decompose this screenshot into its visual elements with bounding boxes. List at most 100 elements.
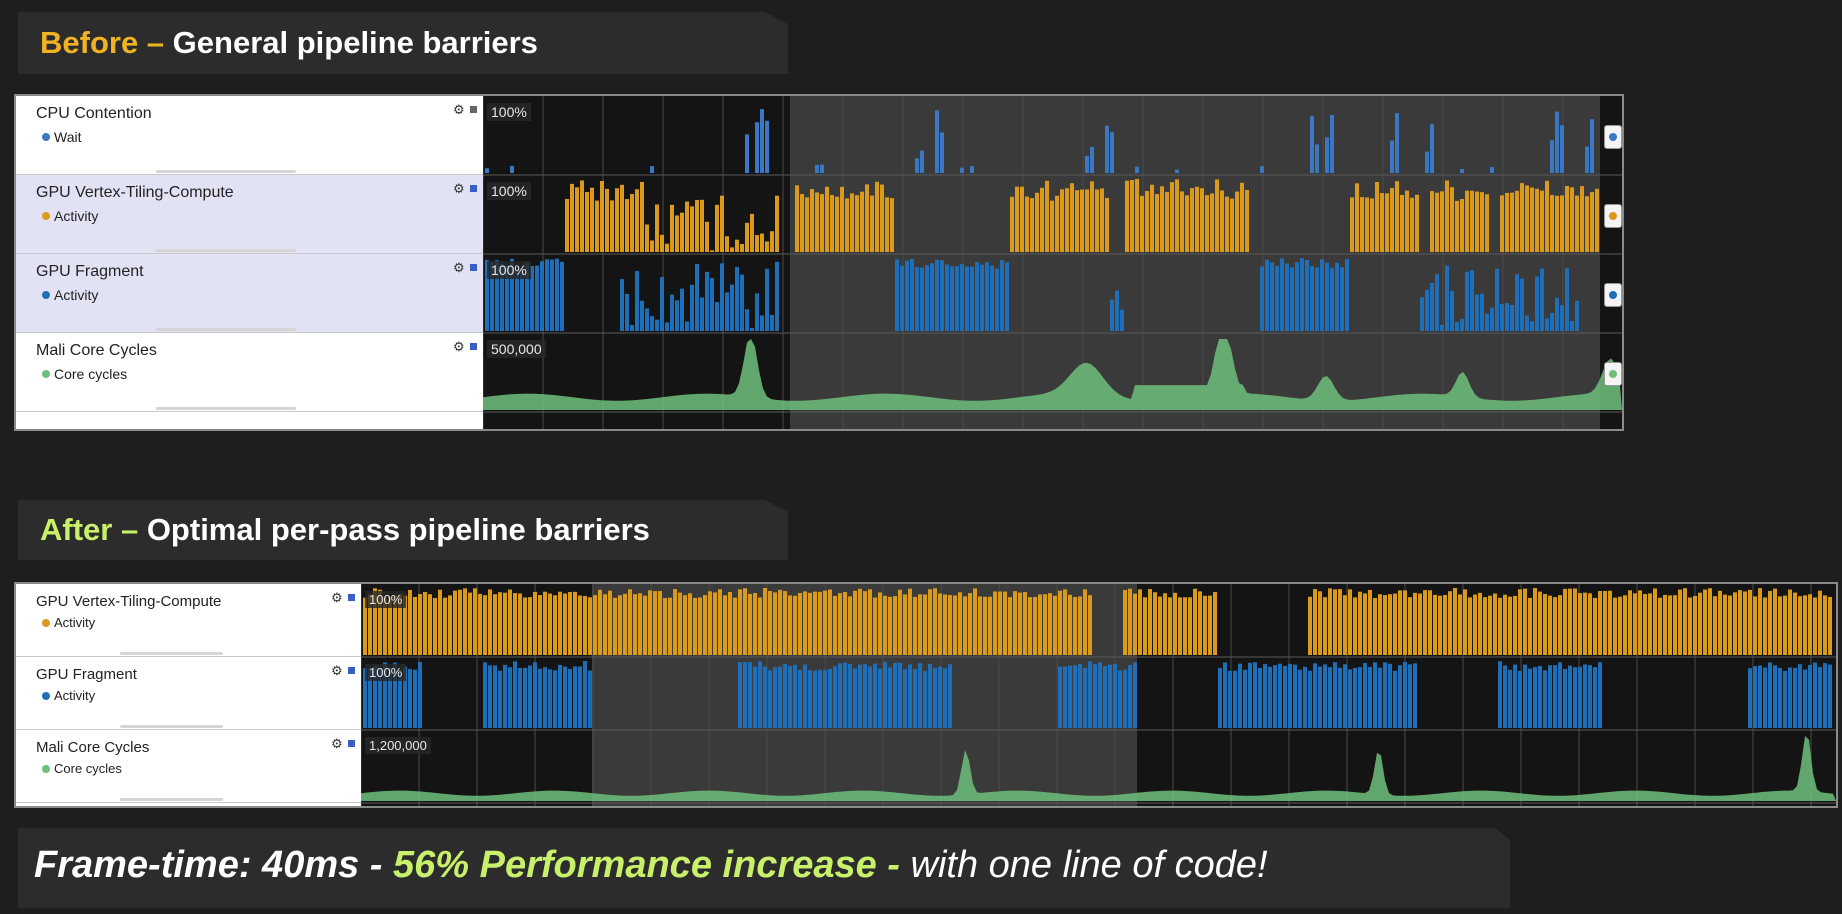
- activity-bar: [1280, 258, 1284, 331]
- activity-bar: [840, 186, 844, 252]
- config-square-icon[interactable]: [470, 264, 477, 271]
- activity-bar: [1603, 591, 1607, 655]
- track-label-cpu-contention[interactable]: CPU Contention Wait ⚙: [16, 96, 483, 175]
- activity-bar: [1008, 597, 1012, 655]
- activity-bar: [1335, 262, 1339, 331]
- activity-bar: [1415, 194, 1419, 252]
- activity-bar: [695, 263, 699, 331]
- track-label-mali-core-cycles[interactable]: Mali Core Cycles Core cycles ⚙: [16, 333, 483, 412]
- activity-bar: [770, 231, 774, 252]
- activity-bar: [1068, 665, 1072, 728]
- activity-bar: [1178, 597, 1182, 655]
- config-square-icon[interactable]: [470, 343, 477, 350]
- after-timeline-chart[interactable]: 100% 100% 1,200,000: [361, 584, 1836, 806]
- activity-bar: [1073, 596, 1077, 655]
- activity-bar: [1145, 191, 1149, 252]
- scroll-handle-icon[interactable]: [156, 249, 297, 252]
- activity-bar: [1175, 169, 1179, 173]
- activity-bar: [373, 588, 377, 655]
- activity-bar: [1390, 188, 1394, 252]
- activity-bar: [740, 244, 744, 252]
- gear-icon[interactable]: ⚙: [453, 181, 465, 196]
- selection-range[interactable]: [790, 96, 1600, 429]
- activity-bar: [493, 665, 497, 728]
- activity-bar: [1475, 191, 1479, 252]
- activity-bar: [1458, 594, 1462, 655]
- activity-bar: [668, 597, 672, 655]
- gear-icon[interactable]: ⚙: [453, 102, 465, 117]
- scroll-handle-icon[interactable]: [119, 725, 223, 728]
- activity-bar: [1590, 192, 1594, 252]
- activity-bar: [1828, 664, 1832, 728]
- activity-bar: [608, 590, 612, 655]
- activity-bar: [1708, 588, 1712, 655]
- before-timeline-panel: CPU Contention Wait ⚙ GPU Vertex-Tiling-Com…: [14, 94, 1624, 431]
- before-timeline-chart[interactable]: 100% 100% 100% 500,000: [483, 96, 1622, 429]
- track-label-gpu-vertex-tiling-compute[interactable]: GPU Vertex-Tiling-Compute Activity ⚙: [16, 584, 361, 657]
- config-square-icon[interactable]: [348, 740, 355, 747]
- activity-bar: [1485, 194, 1489, 252]
- activity-bar: [1380, 193, 1384, 252]
- timeline-svg[interactable]: [483, 96, 1622, 429]
- activity-bar: [523, 597, 527, 655]
- scroll-handle-icon[interactable]: [1604, 203, 1622, 228]
- gear-icon[interactable]: ⚙: [453, 260, 465, 275]
- activity-bar: [1533, 667, 1537, 728]
- activity-bar: [725, 292, 729, 331]
- activity-bar: [1435, 274, 1439, 331]
- track-label-gpu-vertex-tiling-compute[interactable]: GPU Vertex-Tiling-Compute Activity ⚙: [16, 175, 483, 254]
- config-square-icon[interactable]: [470, 106, 477, 113]
- timeline-svg[interactable]: [361, 584, 1836, 806]
- gear-icon[interactable]: ⚙: [453, 339, 465, 354]
- scroll-handle-icon[interactable]: [156, 328, 297, 331]
- scroll-handle-icon[interactable]: [1604, 361, 1622, 386]
- scroll-handle-icon[interactable]: [156, 170, 297, 173]
- track-label-gpu-fragment[interactable]: GPU Fragment Activity ⚙: [16, 254, 483, 333]
- activity-bar: [1230, 198, 1234, 252]
- activity-bar: [1290, 267, 1294, 331]
- activity-bar: [1523, 664, 1527, 728]
- gear-icon[interactable]: ⚙: [331, 663, 343, 678]
- scroll-handle-icon[interactable]: [1604, 124, 1622, 149]
- gear-icon[interactable]: ⚙: [331, 590, 343, 605]
- activity-bar: [453, 590, 457, 655]
- track-label-mali-core-cycles[interactable]: Mali Core Cycles Core cycles ⚙: [16, 730, 361, 803]
- activity-bar: [1393, 670, 1397, 728]
- config-square-icon[interactable]: [348, 594, 355, 601]
- track-label-gpu-fragment[interactable]: GPU Fragment Activity ⚙: [16, 657, 361, 730]
- activity-bar: [745, 309, 749, 331]
- activity-bar: [1570, 321, 1574, 331]
- activity-bar: [1468, 597, 1472, 655]
- activity-bar: [760, 233, 764, 252]
- activity-bar: [815, 192, 819, 252]
- activity-bar: [850, 193, 854, 252]
- activity-bar: [1550, 140, 1554, 173]
- activity-bar: [793, 595, 797, 655]
- activity-bar: [515, 265, 519, 331]
- gear-icon[interactable]: ⚙: [331, 736, 343, 751]
- track-series-label: Activity: [54, 208, 99, 224]
- scroll-handle-icon[interactable]: [156, 407, 297, 410]
- activity-bar: [1588, 665, 1592, 728]
- activity-bar: [630, 193, 634, 252]
- activity-bar: [543, 591, 547, 655]
- activity-bar: [1385, 193, 1389, 252]
- scroll-handle-icon[interactable]: [119, 652, 223, 655]
- activity-bar: [1545, 180, 1549, 252]
- activity-bar: [1153, 592, 1157, 655]
- footer-banner: Frame-time: 40ms - 56% Performance incre…: [18, 828, 1510, 908]
- activity-bar: [903, 594, 907, 655]
- scroll-handle-icon[interactable]: [119, 798, 223, 801]
- activity-bar: [1448, 591, 1452, 655]
- activity-bar: [1480, 293, 1484, 331]
- config-square-icon[interactable]: [470, 185, 477, 192]
- scroll-handle-icon[interactable]: [1604, 282, 1622, 307]
- activity-bar: [753, 592, 757, 655]
- config-square-icon[interactable]: [348, 667, 355, 674]
- activity-bar: [1305, 260, 1309, 331]
- activity-bar: [818, 669, 822, 728]
- activity-bar: [933, 588, 937, 655]
- track-scale-label: 100%: [365, 664, 407, 681]
- activity-bar: [680, 212, 684, 252]
- activity-bar: [758, 597, 762, 655]
